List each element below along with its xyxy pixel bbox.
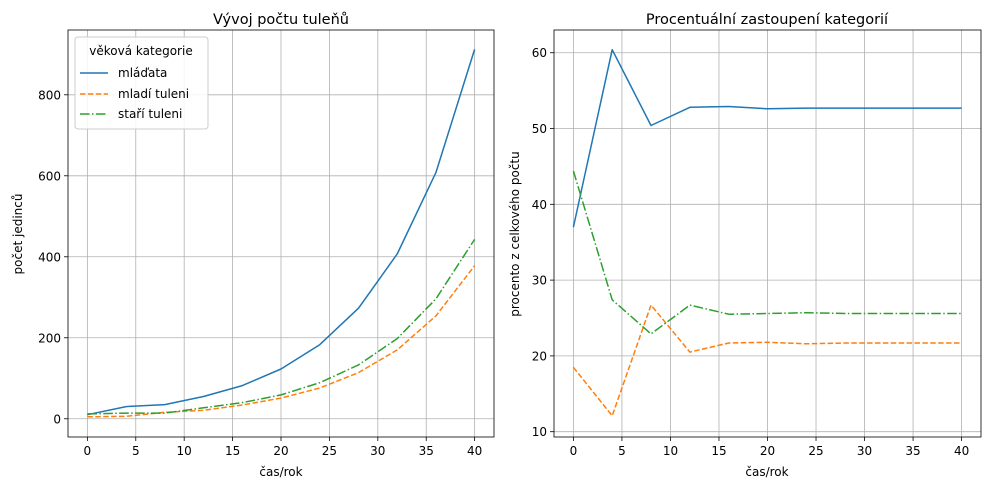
x-tick-label-percentage: 20 (760, 444, 775, 458)
x-tick-label-population: 5 (132, 444, 140, 458)
series-population (87, 49, 476, 418)
y-axis-label-population: počet jedinců (11, 194, 25, 275)
x-tick-label-population: 25 (322, 444, 337, 458)
x-tick-label-population: 10 (177, 444, 192, 458)
x-tick-label-percentage: 10 (663, 444, 678, 458)
y-tick-label-population: 200 (38, 331, 61, 345)
legend-title: věková kategorie (89, 44, 192, 58)
legend-label-stari-tuleni: staří tuleni (118, 107, 182, 121)
x-axis-label-percentage: čas/rok (745, 465, 788, 479)
x-tick-label-percentage: 35 (905, 444, 920, 458)
chart-percentage: 0 5 10 15 20 25 30 35 40 10 20 30 40 50 60 Procentuáln… (508, 12, 982, 479)
y-tick-label-percentage: 60 (532, 46, 547, 60)
x-tick-label-percentage: 40 (954, 444, 969, 458)
x-tick-label-percentage: 15 (711, 444, 726, 458)
y-tick-label-population: 600 (38, 169, 61, 183)
series-line-stari-tuleni-population (87, 238, 476, 415)
legend: věková kategorie mláďata mladí tuleni st… (74, 36, 209, 130)
x-tick-label-population: 30 (370, 444, 385, 458)
series-line-mladata-population (87, 49, 476, 416)
y-tick-label-population: 0 (53, 412, 61, 426)
legend-label-mladi-tuleni: mladí tuleni (118, 87, 189, 101)
y-tick-label-percentage: 10 (532, 425, 547, 439)
x-tick-label-percentage: 5 (618, 444, 626, 458)
series-line-stari-tuleni-percentage (572, 170, 962, 335)
y-axis-label-percentage: procento z celkového počtu (508, 151, 522, 316)
x-tick-label-percentage: 25 (808, 444, 823, 458)
x-tick-label-population: 0 (84, 444, 92, 458)
x-tick-label-percentage: 0 (570, 444, 578, 458)
chart-title-percentage: Procentuální zastoupení kategorií (646, 12, 889, 28)
y-tick-label-population: 800 (38, 88, 61, 102)
y-tick-label-percentage: 50 (532, 122, 547, 136)
x-axis-label-population: čas/rok (259, 465, 302, 479)
legend-label-mladata: mláďata (118, 66, 167, 80)
grid-percentage (554, 30, 981, 437)
series-line-mladata-percentage (572, 48, 962, 228)
series-percentage (572, 48, 962, 417)
x-tick-label-population: 40 (467, 444, 482, 458)
y-tick-label-percentage: 20 (532, 349, 547, 363)
y-tick-label-percentage: 30 (532, 274, 547, 288)
x-tick-label-population: 35 (419, 444, 434, 458)
y-tick-label-population: 400 (38, 250, 61, 264)
y-tick-label-percentage: 40 (532, 198, 547, 212)
x-tick-label-percentage: 30 (857, 444, 872, 458)
ticks-percentage: 0 5 10 15 20 25 30 35 40 10 20 30 40 50 60 (532, 46, 970, 458)
chart-title-population: Vývoj počtu tuleňů (213, 12, 349, 28)
x-tick-label-population: 20 (273, 444, 288, 458)
series-line-mladi-tuleni-percentage (572, 304, 962, 417)
legend-box (74, 36, 209, 130)
x-tick-label-population: 15 (225, 444, 240, 458)
